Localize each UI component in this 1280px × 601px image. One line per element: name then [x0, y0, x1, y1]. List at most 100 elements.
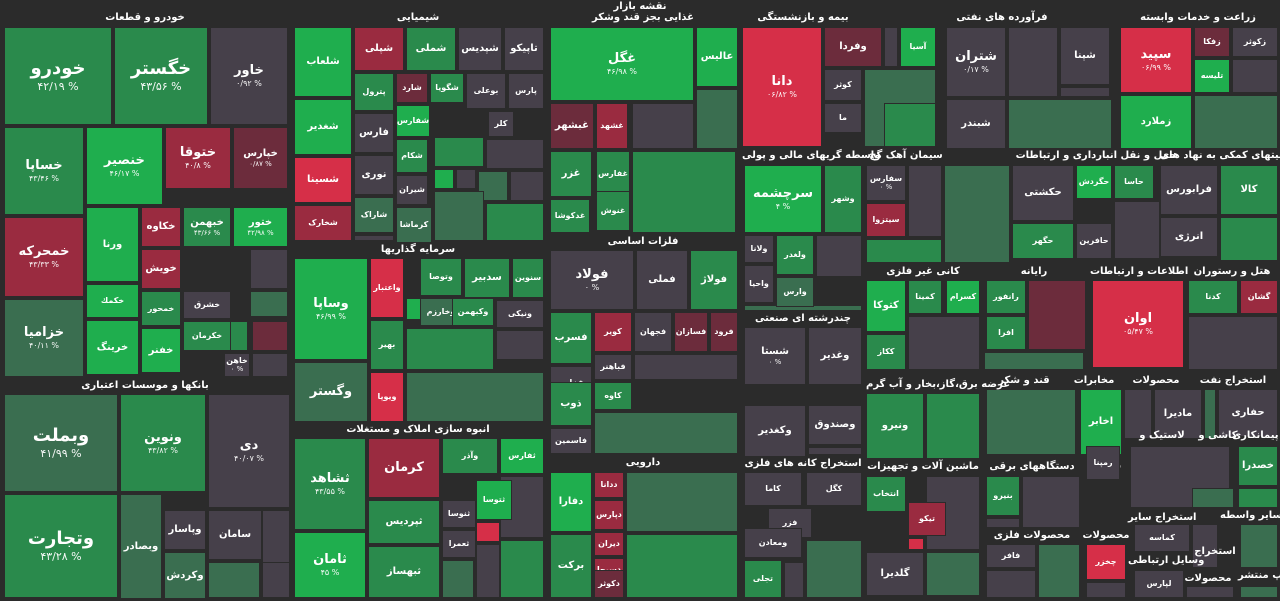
small-tile[interactable]	[1186, 586, 1234, 598]
stock-tile[interactable]: ولانا	[744, 235, 774, 263]
small-tile[interactable]	[406, 328, 494, 370]
small-tile[interactable]	[1060, 87, 1110, 97]
stock-tile[interactable]: غفارس	[596, 151, 630, 197]
stock-tile[interactable]: پارس	[508, 73, 544, 109]
stock-tile[interactable]: وبصادر	[120, 494, 162, 599]
stock-tile[interactable]: شستا ۰ %	[744, 327, 806, 385]
stock-tile[interactable]: ثامان ۴۵ %	[294, 532, 366, 598]
small-tile[interactable]	[908, 165, 942, 237]
stock-tile[interactable]: زملارد	[1120, 95, 1192, 149]
small-tile[interactable]	[486, 139, 544, 169]
stock-tile[interactable]: شكام	[396, 139, 428, 173]
stock-tile[interactable]: حافرين	[1076, 223, 1112, 259]
small-tile[interactable]	[806, 540, 862, 598]
small-tile[interactable]	[1124, 389, 1152, 439]
stock-tile[interactable]: پترول	[354, 73, 394, 111]
stock-tile[interactable]: غدكوشا	[550, 199, 590, 233]
stock-tile[interactable]: فباهنر	[594, 354, 632, 380]
stock-tile[interactable]: وتوصا	[420, 258, 462, 296]
stock-tile[interactable]: تيكو	[908, 502, 946, 536]
stock-tile[interactable]: خزامیا ۴۰/۱۱ %	[4, 299, 84, 377]
stock-tile[interactable]: وغدير	[808, 327, 862, 385]
stock-tile[interactable]: خمحور	[141, 291, 181, 326]
small-tile[interactable]	[406, 372, 544, 422]
stock-tile[interactable]: وساپا ۴۶/۹۹ %	[294, 258, 368, 360]
stock-tile[interactable]: دانا ۰۶/۸۲ %	[742, 27, 822, 147]
stock-tile[interactable]: خاور ۰/۹۲ %	[210, 27, 288, 125]
small-tile[interactable]	[478, 171, 508, 201]
small-tile[interactable]	[1008, 27, 1058, 97]
stock-tile[interactable]: ونيكی	[496, 300, 544, 328]
stock-tile[interactable]: وفردا	[824, 27, 882, 67]
stock-tile[interactable]: شسينا	[294, 157, 352, 203]
stock-tile[interactable]: گشان	[1240, 280, 1278, 314]
stock-tile[interactable]: كرمان	[368, 438, 440, 498]
stock-tile[interactable]: ختوقا ۴۰/۸ %	[165, 127, 231, 189]
small-tile[interactable]	[1012, 261, 1160, 263]
small-tile[interactable]	[486, 203, 544, 241]
stock-tile[interactable]: خگستر ۴۳/۵۶ %	[114, 27, 208, 125]
stock-tile[interactable]: واحيا	[744, 265, 774, 303]
stock-tile[interactable]: شملی	[406, 27, 456, 71]
stock-tile[interactable]: رانفور	[986, 280, 1026, 314]
stock-tile[interactable]: كرماشا	[396, 207, 432, 243]
small-tile[interactable]	[632, 103, 694, 149]
stock-tile[interactable]: ككاز	[866, 334, 906, 370]
stock-tile[interactable]: خكاوه	[141, 207, 181, 247]
stock-tile[interactable]: شفارس	[396, 105, 430, 137]
stock-tile[interactable]: ثپرديس	[368, 500, 440, 544]
small-tile[interactable]	[1086, 582, 1126, 598]
stock-tile[interactable]: كتوكا	[866, 280, 906, 332]
small-tile[interactable]	[262, 562, 290, 598]
stock-tile[interactable]: وبملت ۴۱/۹۹ %	[4, 394, 118, 492]
stock-tile[interactable]: شپديس	[458, 27, 502, 71]
stock-tile[interactable]: ثنوسا	[442, 500, 476, 528]
stock-tile[interactable]: اخابر	[1080, 389, 1122, 455]
stock-tile[interactable]: كلر	[488, 111, 514, 137]
small-tile[interactable]	[434, 169, 454, 189]
small-tile[interactable]	[510, 171, 544, 201]
small-tile[interactable]	[634, 354, 738, 380]
stock-tile[interactable]: كاوه	[594, 382, 632, 410]
stock-tile[interactable]: فسرب	[550, 312, 592, 364]
small-tile[interactable]	[696, 89, 738, 149]
small-tile[interactable]	[784, 562, 804, 598]
stock-tile[interactable]: زكوثر	[1232, 27, 1278, 57]
small-tile[interactable]	[626, 472, 738, 532]
stock-tile[interactable]: شغدير	[294, 99, 352, 155]
small-tile[interactable]	[926, 552, 980, 596]
stock-tile[interactable]: وكبهمن	[452, 298, 494, 326]
stock-tile[interactable]: فسازان	[674, 312, 708, 352]
stock-tile[interactable]: كماسه	[1134, 524, 1190, 552]
small-tile[interactable]	[1232, 59, 1278, 93]
stock-tile[interactable]: ثعمرا	[442, 530, 476, 558]
stock-tile[interactable]: ولغدر	[776, 235, 814, 275]
stock-tile[interactable]: كوير	[594, 312, 632, 352]
stock-tile[interactable]: غشهد	[596, 103, 628, 149]
small-tile[interactable]	[250, 249, 288, 289]
small-tile[interactable]	[926, 393, 980, 459]
small-tile[interactable]	[884, 27, 898, 67]
small-tile[interactable]	[1194, 95, 1278, 149]
stock-tile[interactable]: دفارا	[550, 472, 592, 532]
stock-tile[interactable]: واعتبار	[370, 258, 404, 318]
small-tile[interactable]	[632, 151, 736, 233]
small-tile[interactable]	[442, 560, 474, 598]
stock-tile[interactable]: خشرق	[183, 291, 231, 319]
stock-tile[interactable]: فجهان	[634, 312, 672, 352]
stock-tile[interactable]: بنيرو	[986, 476, 1020, 516]
stock-tile[interactable]: خمحركه ۴۳/۳۳ %	[4, 217, 84, 297]
stock-tile[interactable]: ثشاهد ۴۳/۵۵ %	[294, 438, 366, 530]
small-tile[interactable]	[1114, 201, 1160, 259]
small-tile[interactable]	[496, 330, 544, 360]
stock-tile[interactable]: دپارس	[594, 500, 624, 530]
small-tile[interactable]	[626, 534, 738, 598]
stock-tile[interactable]: شپلی	[354, 27, 404, 71]
stock-tile[interactable]: ما	[824, 103, 862, 133]
stock-tile[interactable]: خبهمن ۴۳/۶۶ %	[183, 207, 231, 247]
stock-tile[interactable]: فملی	[636, 250, 688, 310]
stock-tile[interactable]: فولاژ	[690, 250, 738, 310]
stock-tile[interactable]: كدنا	[1188, 280, 1238, 314]
stock-tile[interactable]: مادیرا	[1154, 389, 1202, 439]
stock-tile[interactable]: خويش	[141, 249, 181, 289]
